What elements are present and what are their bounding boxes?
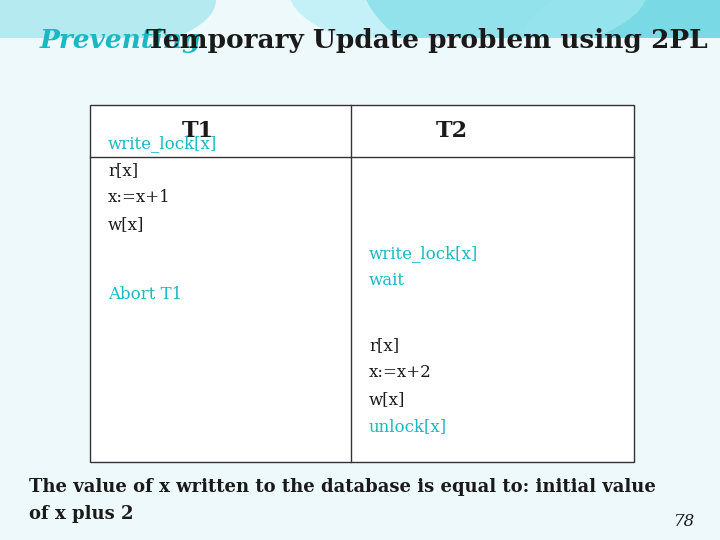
Text: 78: 78 — [673, 514, 695, 530]
Text: of x plus 2: of x plus 2 — [29, 505, 133, 523]
Text: w[x]: w[x] — [369, 391, 405, 408]
Text: x:=x+1: x:=x+1 — [108, 188, 171, 206]
Text: T1: T1 — [181, 120, 213, 142]
Bar — [90, 105, 634, 462]
Text: write_lock[x]: write_lock[x] — [369, 245, 478, 262]
FancyBboxPatch shape — [0, 38, 720, 540]
Text: unlock[x]: unlock[x] — [369, 418, 447, 435]
Text: Preventing: Preventing — [40, 28, 201, 53]
Ellipse shape — [288, 0, 648, 57]
Text: wait: wait — [369, 272, 405, 289]
Text: Abort T1: Abort T1 — [108, 286, 182, 303]
Bar — [90, 105, 634, 462]
Text: write_lock[x]: write_lock[x] — [108, 134, 217, 152]
Ellipse shape — [360, 0, 720, 94]
Text: T2: T2 — [436, 120, 468, 142]
Text: x:=x+2: x:=x+2 — [369, 364, 432, 381]
Ellipse shape — [0, 0, 216, 54]
Ellipse shape — [522, 0, 720, 124]
Text: The value of x written to the database is equal to: initial value: The value of x written to the database i… — [29, 478, 656, 496]
Text: w[x]: w[x] — [108, 215, 145, 233]
Text: Temporary Update problem using 2PL: Temporary Update problem using 2PL — [137, 28, 708, 53]
Text: r[x]: r[x] — [369, 337, 399, 354]
Text: r[x]: r[x] — [108, 161, 138, 179]
